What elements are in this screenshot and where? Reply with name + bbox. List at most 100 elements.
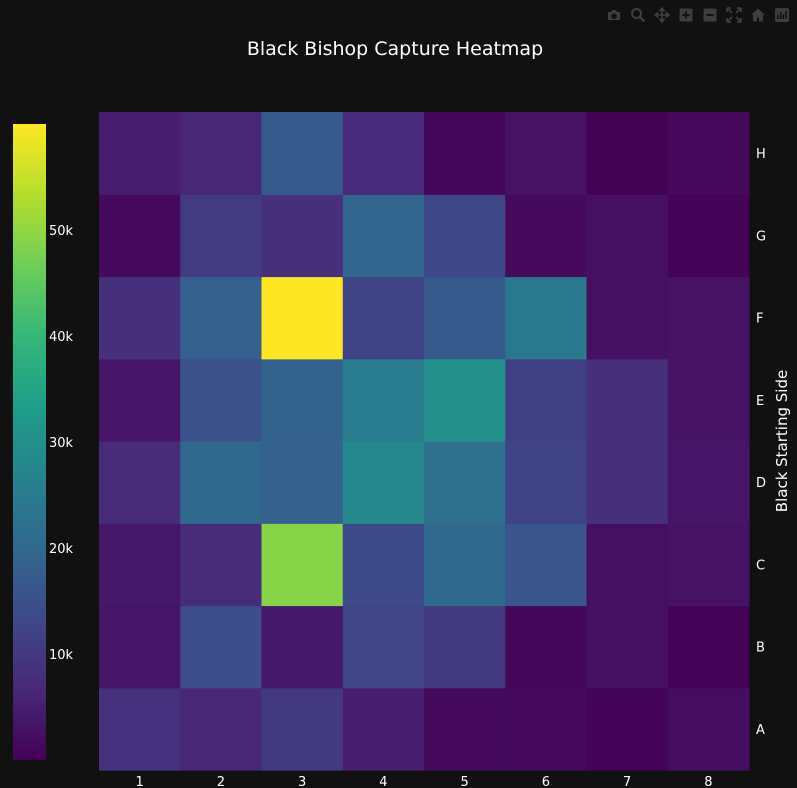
y-tick-label: D [756,476,766,491]
zoom-icon[interactable] [629,6,647,24]
x-tick-label: 1 [135,775,143,788]
chart-title: Black Bishop Capture Heatmap [247,38,543,60]
x-tick-label: 7 [623,775,631,788]
heatmap-cell-H8[interactable] [667,112,750,195]
heatmap-cell-F2[interactable] [180,276,263,360]
heatmap-cell-B6[interactable] [505,605,588,689]
colorbar [13,124,46,760]
heatmap-cell-G5[interactable] [424,194,506,278]
heatmap-cell-D8[interactable] [667,441,750,524]
x-tick-label: 4 [379,775,387,788]
heatmap-cell-F4[interactable] [342,276,425,360]
heatmap-cell-E8[interactable] [667,358,750,442]
colorbar-ticks: 10k 20k 30k 40k 50k [49,224,74,663]
x-axis-ticks: 1 2 3 4 5 6 7 8 [135,775,712,788]
y-tick-label: F [756,312,763,327]
heatmap-cell-B8[interactable] [667,605,750,689]
heatmap-cell-H4[interactable] [342,112,425,195]
heatmap-cell-C2[interactable] [180,523,263,607]
heatmap-cell-D5[interactable] [424,441,506,524]
heatmap-cell-D1[interactable] [99,441,181,524]
colorbar-tick-label: 10k [49,648,74,663]
colorbar-tick-label: 50k [49,224,74,239]
heatmap-cell-C1[interactable] [99,523,181,607]
heatmap-cell-H3[interactable] [261,112,344,195]
heatmap-cell-A2[interactable] [180,687,263,771]
colorbar-tick-label: 20k [49,542,74,557]
heatmap-cell-F5[interactable] [424,276,506,360]
heatmap-cell-F6[interactable] [505,276,588,360]
y-tick-label: G [756,229,766,244]
heatmap-cell-H6[interactable] [505,112,588,195]
heatmap-cell-F3[interactable] [261,276,344,360]
heatmap-cell-A1[interactable] [99,687,181,771]
heatmap-cell-G2[interactable] [180,194,263,278]
y-tick-label: E [756,394,764,409]
heatmap-cell-A8[interactable] [667,687,750,771]
heatmap-cell-A7[interactable] [586,687,669,771]
heatmap-cell-B4[interactable] [342,605,425,689]
heatmap-cell-F8[interactable] [667,276,750,360]
heatmap-cell-C5[interactable] [424,523,506,607]
heatmap-cell-G6[interactable] [505,194,588,278]
heatmap-cell-B2[interactable] [180,605,263,689]
heatmap-cell-E7[interactable] [586,358,669,442]
heatmap-cell-A6[interactable] [505,687,588,771]
autoscale-icon[interactable] [725,6,743,24]
heatmap-cell-C8[interactable] [667,523,750,607]
heatmap-cell-D2[interactable] [180,441,263,524]
heatmap-cell-E5[interactable] [424,358,506,442]
heatmap-cell-A5[interactable] [424,687,506,771]
heatmap-cell-G3[interactable] [261,194,344,278]
heatmap-cell-C3[interactable] [261,523,344,607]
heatmap-cell-B7[interactable] [586,605,669,689]
x-tick-label: 2 [217,775,225,788]
heatmap-cell-B5[interactable] [424,605,506,689]
heatmap-cell-A3[interactable] [261,687,344,771]
colorbar-tick-label: 30k [49,436,74,451]
heatmap-cells [99,112,750,771]
heatmap-cell-H7[interactable] [586,112,669,195]
heatmap-cell-D6[interactable] [505,441,588,524]
y-tick-label: B [756,641,765,656]
heatmap-cell-E1[interactable] [99,358,181,442]
heatmap-cell-F7[interactable] [586,276,669,360]
heatmap-cell-F1[interactable] [99,276,181,360]
heatmap-cell-D7[interactable] [586,441,669,524]
x-tick-label: 5 [460,775,468,788]
heatmap-cell-E2[interactable] [180,358,263,442]
heatmap-cell-H1[interactable] [99,112,181,195]
home-icon[interactable] [749,6,767,24]
heatmap-cell-G8[interactable] [667,194,750,278]
heatmap-cell-E6[interactable] [505,358,588,442]
heatmap-cell-G7[interactable] [586,194,669,278]
heatmap-cell-A4[interactable] [342,687,425,771]
pan-icon[interactable] [653,6,671,24]
heatmap-cell-G4[interactable] [342,194,425,278]
heatmap-cell-H5[interactable] [424,112,506,195]
heatmap-cell-D3[interactable] [261,441,344,524]
heatmap-cell-E3[interactable] [261,358,344,442]
y-tick-label: A [756,723,765,738]
heatmap-cell-C7[interactable] [586,523,669,607]
heatmap-cell-D4[interactable] [342,441,425,524]
heatmap-cell-B1[interactable] [99,605,181,689]
camera-icon[interactable] [605,6,623,24]
plotly-logo-icon[interactable] [773,6,791,24]
x-tick-label: 8 [704,775,712,788]
heatmap-cell-G1[interactable] [99,194,181,278]
heatmap-cell-C6[interactable] [505,523,588,607]
heatmap-cell-C4[interactable] [342,523,425,607]
modebar [605,6,791,24]
zoom-in-icon[interactable] [677,6,695,24]
y-axis-ticks: A B C D E F G H [756,147,766,738]
y-tick-label: C [756,558,765,573]
colorbar-tick-label: 40k [49,330,74,345]
y-tick-label: H [756,147,766,162]
heatmap-cell-E4[interactable] [342,358,425,442]
zoom-out-icon[interactable] [701,6,719,24]
heatmap-cell-H2[interactable] [180,112,263,195]
heatmap-cell-B3[interactable] [261,605,344,689]
y-axis-title: Black Starting Side [773,370,791,512]
